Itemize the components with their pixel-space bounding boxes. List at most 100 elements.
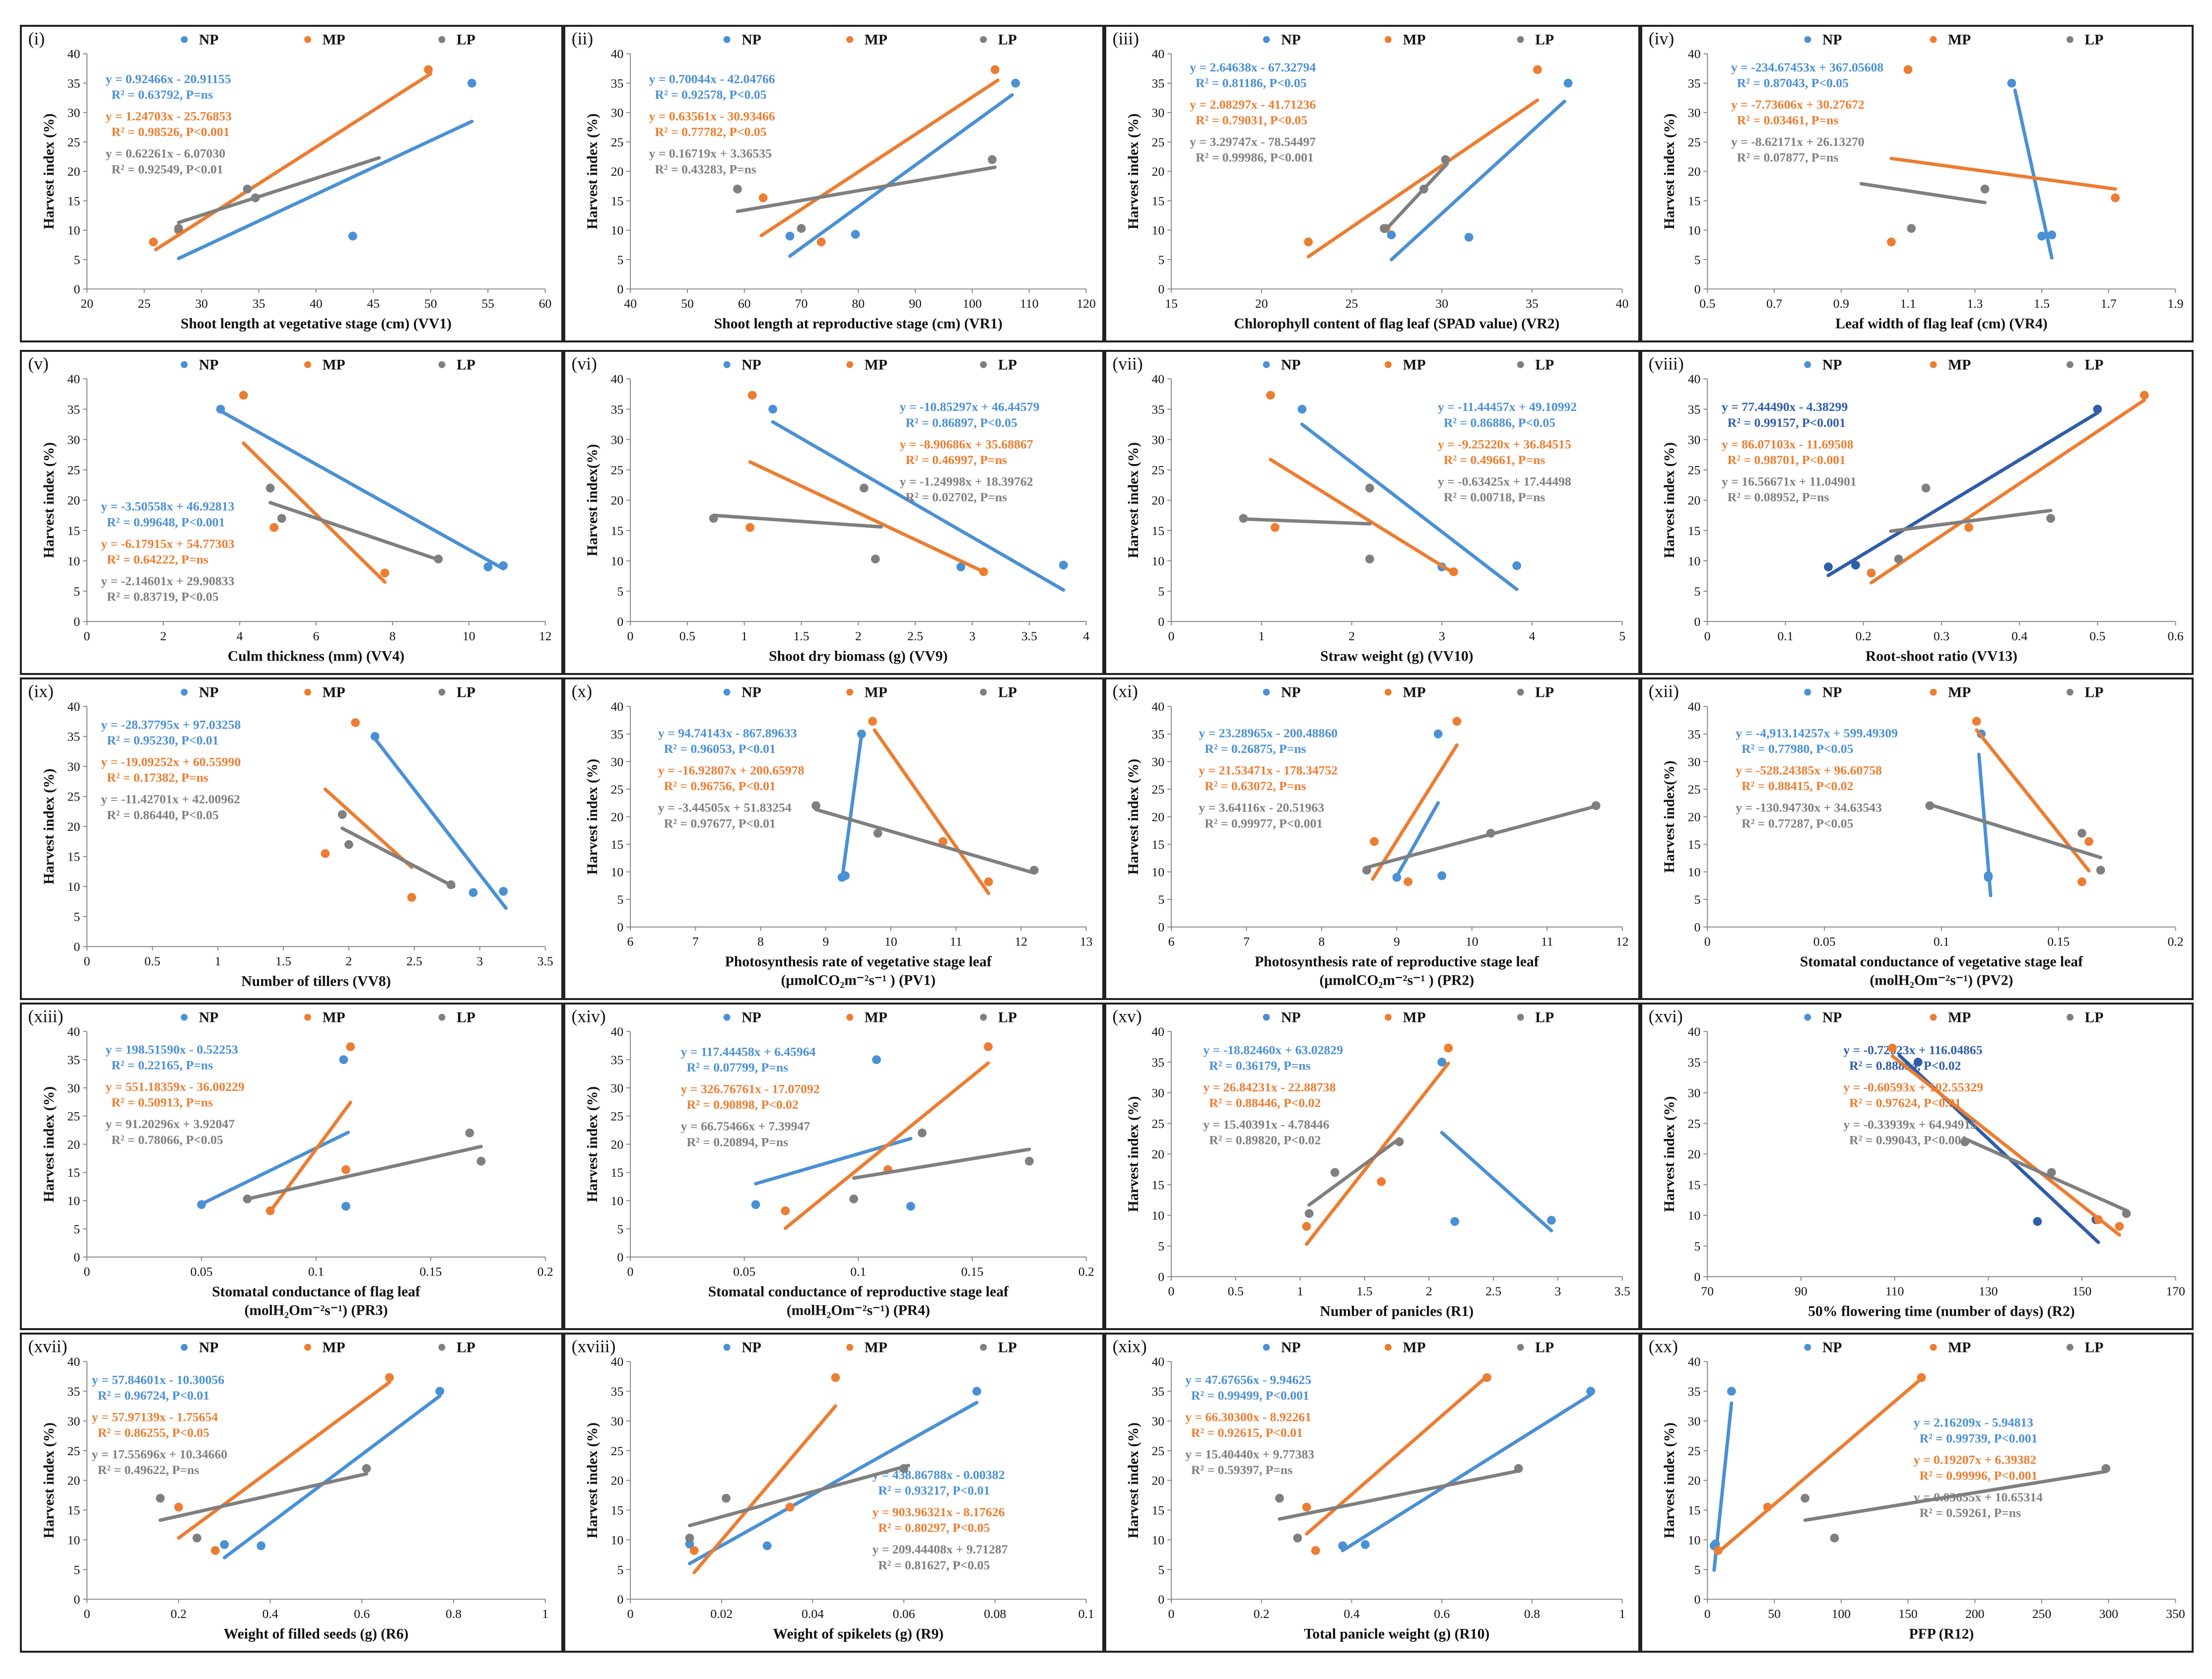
legend-label-lp: LP <box>1535 685 1554 701</box>
legend-marker-lp <box>1517 1343 1524 1351</box>
x-tick-label: 9 <box>1394 934 1400 948</box>
regression-r2-np: R² = 0.86897, P<0.05 <box>906 415 1017 430</box>
x-tick-label: 12 <box>539 629 552 643</box>
legend-label-mp: MP <box>323 357 345 373</box>
data-point-np <box>1360 1540 1370 1549</box>
data-point-mp <box>407 893 416 902</box>
x-tick-label: 0.05 <box>733 1264 755 1278</box>
x-tick-label: 0.8 <box>1524 1607 1540 1621</box>
data-point-mp <box>1533 65 1542 74</box>
data-point-np <box>1437 1058 1447 1067</box>
trendline-mp <box>1716 1374 1926 1554</box>
regression-equation-np: y = 117.44458x + 6.45964 <box>681 1045 816 1059</box>
data-point-np <box>348 231 357 241</box>
trendline-mp <box>1371 743 1459 881</box>
y-tick-label: 0 <box>73 940 80 954</box>
x-tick-label: 25 <box>138 296 151 311</box>
legend-label-mp: MP <box>1403 1010 1426 1026</box>
chart-panel-13: (xiii) NP MP LP 0 0.05 0.1 0.15 0.2 0 5 10 15 20 25 30 3… <box>20 1003 563 1330</box>
y-tick-label: 5 <box>1694 892 1701 907</box>
data-point-mp <box>239 391 248 400</box>
y-tick-label: 20 <box>611 493 624 508</box>
panel-id-label: (x) <box>572 681 592 701</box>
data-point-lp <box>1365 483 1374 493</box>
x-tick-label: 6 <box>627 934 634 948</box>
regression-r2-np: R² = 0.87043, P<0.05 <box>1737 75 1849 90</box>
y-tick-label: 25 <box>1152 135 1165 149</box>
regression-equation-np: y = 77.44490x - 4.38299 <box>1722 400 1848 414</box>
x-tick-label: 3 <box>476 954 483 968</box>
data-point-lp <box>722 1493 731 1503</box>
x-tick-label: 90 <box>1795 1284 1808 1298</box>
x-axis-title-line2: (molH₂Om⁻²s⁻¹) (PV2) <box>1870 972 2013 988</box>
data-point-np <box>1464 233 1474 242</box>
regression-r2-np: R² = 0.99157, P<0.001 <box>1728 415 1846 430</box>
y-tick-label: 10 <box>1688 554 1701 568</box>
data-point-mp <box>1964 523 1973 532</box>
legend-label-np: NP <box>1822 685 1842 701</box>
y-tick-label: 25 <box>1688 463 1701 477</box>
x-tick-label: 6 <box>313 629 319 643</box>
x-tick-label: 11 <box>1541 934 1553 948</box>
legend-label-np: NP <box>1822 32 1842 48</box>
x-tick-label: 0.8 <box>446 1607 462 1621</box>
x-tick-label: 12 <box>1015 934 1028 948</box>
x-tick-label: 1 <box>1619 1607 1625 1621</box>
regression-equation-mp: y = 0.19207x + 6.39382 <box>1914 1453 2036 1467</box>
y-tick-label: 0 <box>1158 1592 1164 1607</box>
x-tick-label: 2 <box>855 629 862 643</box>
x-tick-label: 1.9 <box>2167 296 2183 311</box>
data-point-lp <box>899 1464 909 1473</box>
y-tick-label: 25 <box>611 463 624 477</box>
y-tick-label: 0 <box>1694 1592 1701 1607</box>
data-point-np <box>1913 1058 1923 1067</box>
regression-r2-lp: R² = 0.86440, P<0.05 <box>107 807 218 822</box>
y-tick-label: 40 <box>1688 1024 1701 1039</box>
legend-label-np: NP <box>199 685 219 701</box>
data-point-mp <box>1271 523 1279 532</box>
legend-marker-lp <box>2066 36 2074 43</box>
data-point-mp <box>2111 193 2120 202</box>
trendline-lp <box>158 1472 368 1522</box>
trendline-np <box>200 1131 350 1206</box>
x-tick-label: 3 <box>1555 1284 1561 1298</box>
regression-equation-np: y = -4,913.14257x + 599.49309 <box>1736 726 1898 740</box>
data-point-np <box>2007 78 2016 88</box>
y-axis-title: Harvest index (%) <box>585 114 601 230</box>
data-point-np <box>1437 871 1447 880</box>
y-tick-label: 10 <box>1688 1209 1701 1223</box>
data-point-lp <box>849 1194 859 1204</box>
data-point-np <box>339 1055 348 1065</box>
data-point-lp <box>1365 554 1374 564</box>
legend-label-np: NP <box>741 357 761 373</box>
regression-equation-lp: y = 0.62261x - 6.07030 <box>106 146 225 161</box>
y-tick-label: 40 <box>67 47 80 61</box>
regression-equation-lp: y = -1.24998x + 18.39762 <box>900 474 1033 488</box>
data-point-mp <box>938 837 947 846</box>
y-tick-label: 5 <box>1694 253 1701 267</box>
data-point-mp <box>1713 1546 1723 1555</box>
regression-r2-mp: R² = 0.86255, P<0.05 <box>98 1425 209 1440</box>
regression-r2-lp: R² = 0.59397, P=ns <box>1191 1463 1292 1477</box>
x-tick-label: 35 <box>253 296 266 311</box>
trendline-lp <box>1307 1137 1402 1207</box>
data-point-lp <box>1894 554 1903 564</box>
chart-panel-18: (xviii) NP MP LP 0 0.02 0.04 0.06 0.08 0.1 0 5 10 15 2… <box>563 1333 1104 1653</box>
regression-r2-lp: R² = 0.07877, P=ns <box>1737 150 1838 165</box>
data-point-np <box>197 1200 206 1209</box>
y-tick-label: 35 <box>1688 727 1701 741</box>
data-point-lp <box>733 184 742 194</box>
chart-svg: (xviii) NP MP LP 0 0.02 0.04 0.06 0.08 0.1 0 5 10 15 2… <box>572 1337 1094 1642</box>
legend-label-mp: MP <box>323 1010 345 1026</box>
y-tick-label: 5 <box>1158 584 1164 599</box>
data-point-lp <box>709 514 718 523</box>
legend-marker-np <box>723 688 731 696</box>
x-tick-label: 0.9 <box>1833 296 1849 311</box>
legend-label-lp: LP <box>998 1010 1017 1026</box>
x-tick-label: 6 <box>1168 934 1175 948</box>
data-point-np <box>1512 561 1522 570</box>
y-tick-label: 25 <box>67 135 80 149</box>
regression-r2-mp: R² = 0.90898, P<0.02 <box>687 1097 799 1112</box>
y-tick-label: 10 <box>611 554 624 568</box>
legend-marker-lp <box>438 1343 446 1351</box>
